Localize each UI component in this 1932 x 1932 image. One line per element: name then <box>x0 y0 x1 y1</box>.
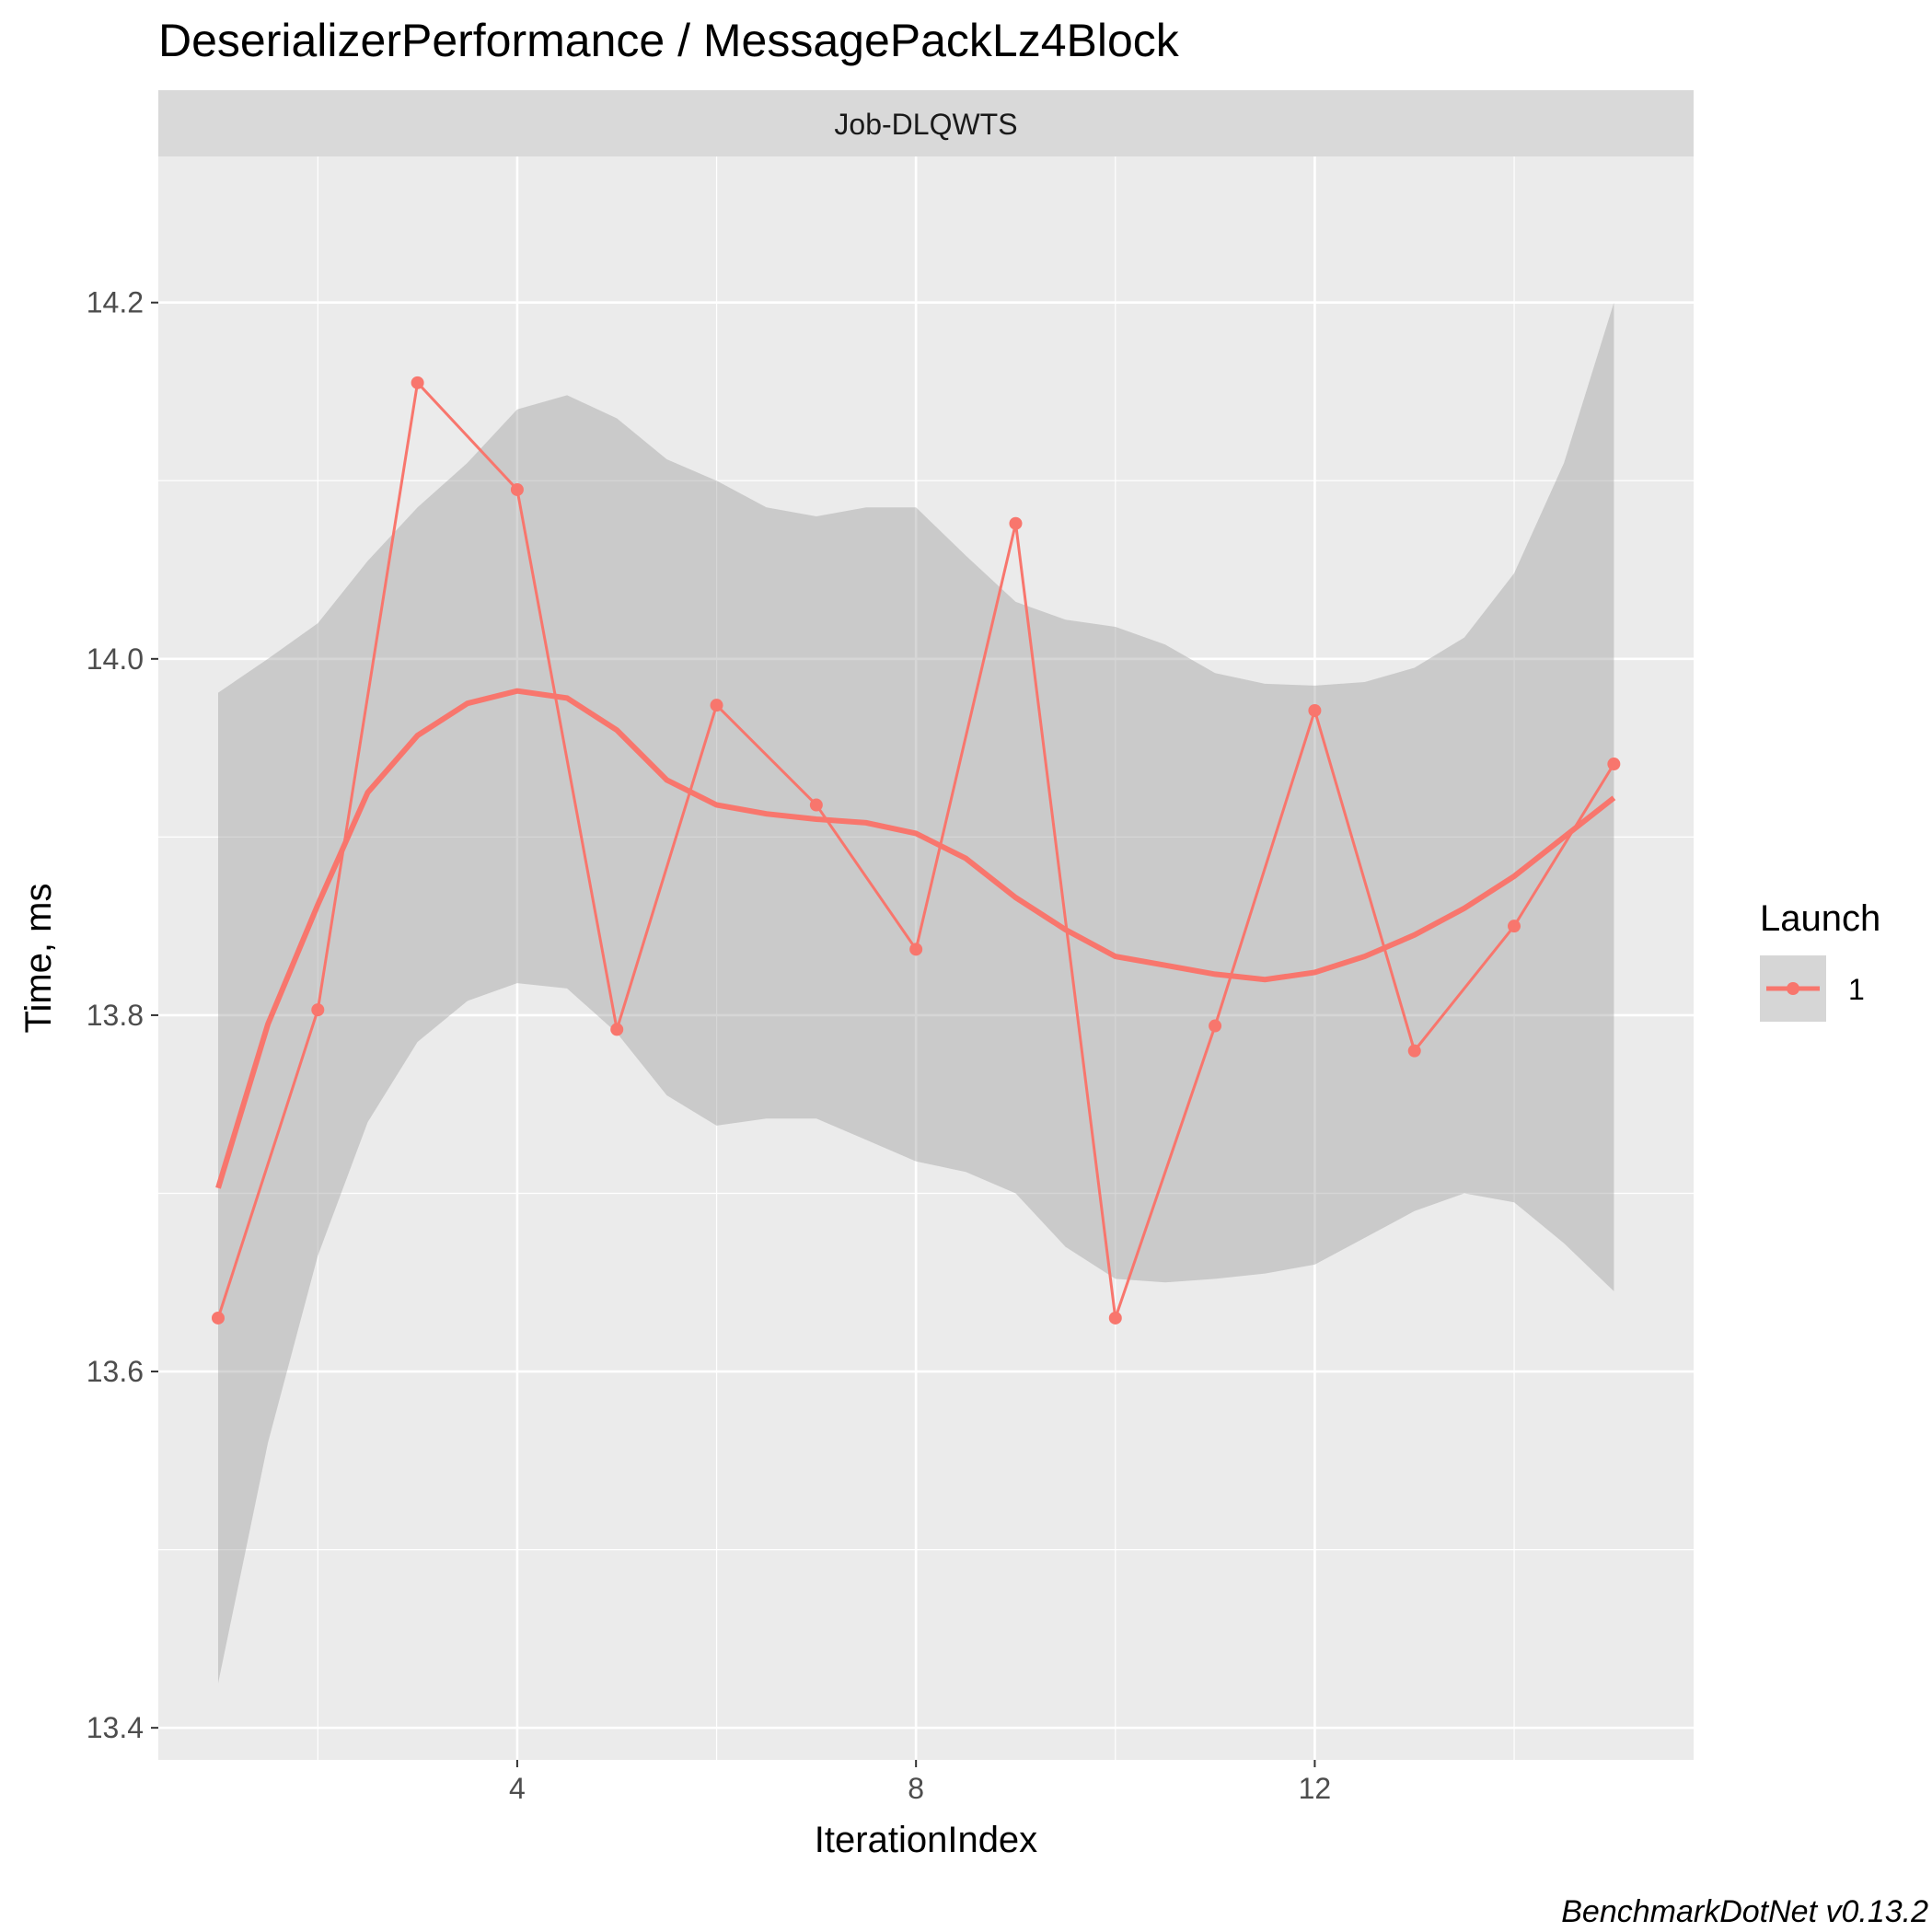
x-tick-label: 8 <box>908 1772 924 1805</box>
data-point <box>1308 703 1322 717</box>
data-point <box>1108 1311 1122 1325</box>
legend: Launch 1 <box>1760 898 1880 1022</box>
data-point <box>510 482 524 496</box>
data-point <box>710 699 723 712</box>
data-point <box>411 376 424 389</box>
data-point <box>1508 920 1521 933</box>
data-point <box>1209 1019 1222 1033</box>
legend-entry-label: 1 <box>1848 973 1865 1006</box>
x-axis-title: IterationIndex <box>815 1820 1037 1860</box>
data-point <box>211 1311 225 1325</box>
plot-panel <box>158 156 1694 1760</box>
y-axis: 13.4 13.6 13.8 14.0 14.2 <box>87 286 158 1744</box>
chart-title: DeserializerPerformance / MessagePackLz4… <box>158 15 1180 66</box>
facet-label: Job-DLQWTS <box>834 108 1017 141</box>
smooth-line <box>215 688 1616 1189</box>
x-tick-label: 4 <box>509 1772 526 1805</box>
confidence-band <box>218 302 1614 1683</box>
y-tick-label: 13.6 <box>87 1355 144 1388</box>
y-tick-label: 13.8 <box>87 999 144 1032</box>
caption: BenchmarkDotNet v0.13.2 <box>1561 1894 1928 1929</box>
data-point <box>1607 758 1621 771</box>
data-point <box>909 943 923 956</box>
data-points <box>211 376 1621 1325</box>
legend-title: Launch <box>1760 898 1880 939</box>
y-axis-title: Time, ms <box>18 884 59 1034</box>
data-point <box>610 1023 624 1036</box>
legend-key-point <box>1787 982 1799 995</box>
data-point <box>1009 516 1023 530</box>
y-tick-label: 13.4 <box>87 1711 144 1744</box>
x-tick-label: 12 <box>1299 1772 1332 1805</box>
y-tick-label: 14.2 <box>87 286 144 319</box>
data-point <box>1407 1044 1421 1058</box>
data-point <box>809 798 823 812</box>
facet-strip <box>158 90 1694 156</box>
grid-major <box>158 156 1694 1760</box>
x-axis: 4 8 12 <box>509 1760 1331 1805</box>
y-tick-label: 14.0 <box>87 642 144 676</box>
data-point <box>311 1003 325 1017</box>
